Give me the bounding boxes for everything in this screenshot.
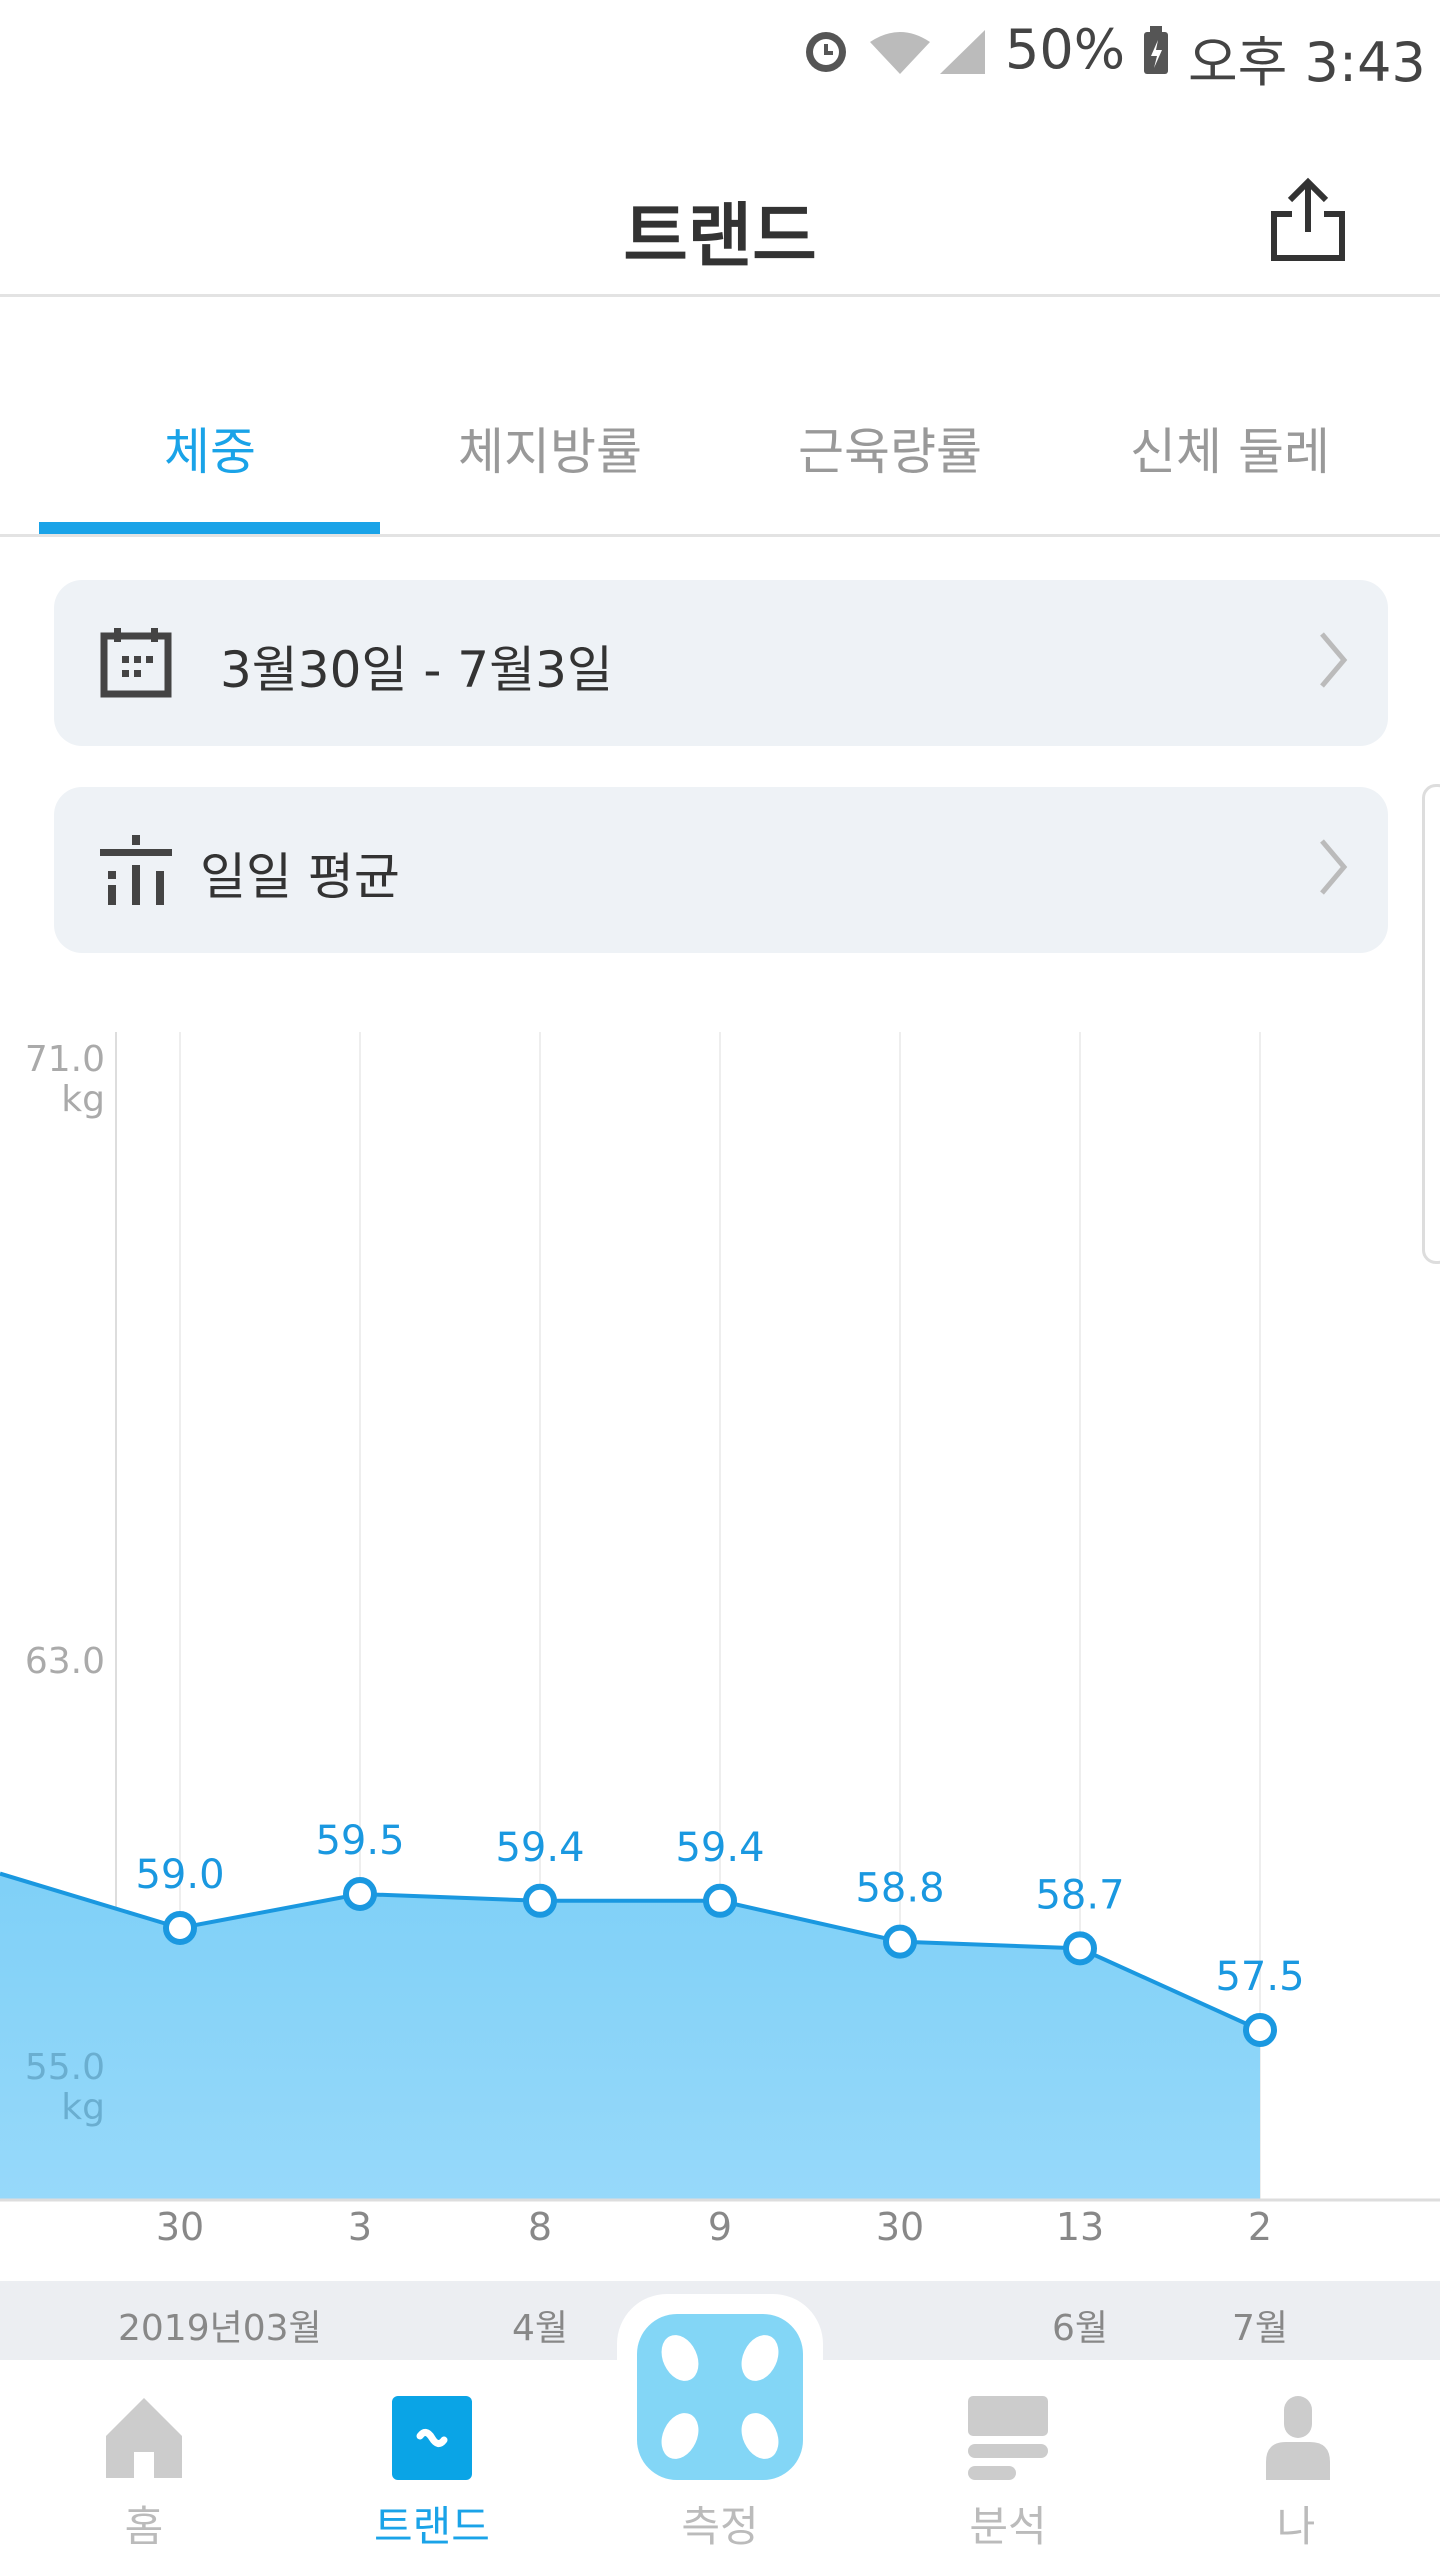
nav-me[interactable]: 나 [1196, 2360, 1396, 2560]
aggregation-label: 일일 평균 [200, 848, 400, 906]
data-point [523, 1883, 557, 1918]
y-unit: kg [61, 1079, 105, 1120]
y-unit: kg [61, 2087, 105, 2128]
data-label: 58.7 [1035, 1872, 1124, 1918]
tab-weight[interactable]: 체중 [164, 423, 256, 481]
date-range-selector[interactable]: 3월30일 - 7월3일 [54, 580, 1388, 746]
person-icon [1266, 2396, 1330, 2480]
data-point [1063, 1931, 1097, 1966]
x-tick-label: 8 [527, 2205, 553, 2249]
battery-charging-icon [1144, 26, 1168, 74]
x-tick-label: 9 [707, 2205, 733, 2249]
status-bar: 50% 오후 3:43 [0, 0, 1440, 100]
tab-body-fat[interactable]: 체지방률 [458, 423, 642, 481]
data-point [343, 1877, 377, 1911]
data-label: 59.4 [675, 1825, 764, 1871]
data-label: 59.5 [315, 1818, 404, 1864]
nav-label: 분석 [969, 2502, 1047, 2551]
scroll-handle[interactable] [1422, 784, 1440, 1264]
y-tick-71: 71.0 kg [15, 1040, 105, 1120]
nav-analysis[interactable]: 분석 [908, 2360, 1108, 2560]
aggregation-selector[interactable]: 일일 평균 [54, 787, 1388, 953]
nav-measure[interactable]: 측정 [620, 2360, 820, 2560]
month-label: 4월 [512, 2308, 569, 2349]
data-point [703, 1883, 737, 1918]
data-label: 58.8 [855, 1866, 944, 1912]
series-line [0, 1871, 1261, 2032]
battery-percent: 50% [1005, 18, 1126, 81]
nav-home[interactable]: 홈 [44, 2360, 244, 2560]
chevron-right-icon [1320, 839, 1348, 895]
nav-label: 나 [1276, 2502, 1316, 2551]
month-label: 7월 [1232, 2308, 1289, 2349]
page-title: 트랜드 [623, 195, 817, 277]
signal-icon [940, 30, 985, 74]
area-fill [0, 1873, 1260, 2200]
y-tick-label: 71.0 [24, 1039, 105, 1080]
tab-body-measurements[interactable]: 신체 둘레 [1130, 423, 1330, 481]
month-label: 6월 [1052, 2308, 1109, 2349]
x-tick-label: 3 [347, 2205, 373, 2249]
chart-plot: 59.0 59.5 59.4 59.4 58.8 58.7 57.5 [0, 1032, 1440, 2202]
active-tab-indicator [39, 522, 380, 534]
scale-icon [637, 2314, 803, 2480]
x-tick-label: 30 [875, 2205, 925, 2249]
tab-muscle[interactable]: 근육량률 [798, 423, 982, 481]
trend-icon [392, 2396, 472, 2480]
wifi-icon [870, 32, 930, 74]
report-icon [968, 2396, 1048, 2480]
data-point [1243, 2013, 1277, 2047]
weight-chart: 59.0 59.5 59.4 59.4 58.8 58.7 57.5 71.0 kg 63.0… [0, 1020, 1440, 2280]
app-header: 트랜드 [0, 100, 1440, 297]
chevron-right-icon [1320, 632, 1348, 688]
y-tick-55: 55.0 kg [15, 2048, 105, 2128]
y-tick-63: 63.0 [15, 1642, 105, 1682]
bar-chart-icon [100, 835, 172, 905]
calendar-icon [100, 628, 172, 698]
measure-button[interactable] [617, 2294, 823, 2484]
date-range-label: 3월30일 - 7월3일 [220, 641, 613, 699]
clock: 오후 3:43 [1188, 31, 1426, 94]
data-point [883, 1924, 917, 1959]
nav-trend[interactable]: 트랜드 [332, 2360, 532, 2560]
data-label: 57.5 [1215, 1954, 1304, 2000]
status-icons [806, 30, 985, 74]
data-point [163, 1911, 197, 1945]
nav-label: 홈 [124, 2502, 164, 2551]
x-tick-label: 30 [155, 2205, 205, 2249]
share-icon[interactable] [1270, 176, 1346, 262]
month-label: 2019년03월 [118, 2308, 322, 2349]
x-tick-label: 13 [1055, 2205, 1105, 2249]
metric-tabs: 체중 체지방률 근육량률 신체 둘레 [0, 380, 1440, 537]
alarm-icon [806, 32, 846, 72]
nav-label: 트랜드 [374, 2502, 490, 2551]
nav-label: 측정 [681, 2502, 759, 2551]
data-label: 59.0 [135, 1852, 224, 1898]
x-tick-label: 2 [1247, 2205, 1273, 2249]
y-tick-label: 55.0 [24, 2047, 105, 2088]
y-tick-label: 63.0 [24, 1641, 105, 1682]
data-label: 59.4 [495, 1825, 584, 1871]
home-icon [106, 2398, 182, 2478]
